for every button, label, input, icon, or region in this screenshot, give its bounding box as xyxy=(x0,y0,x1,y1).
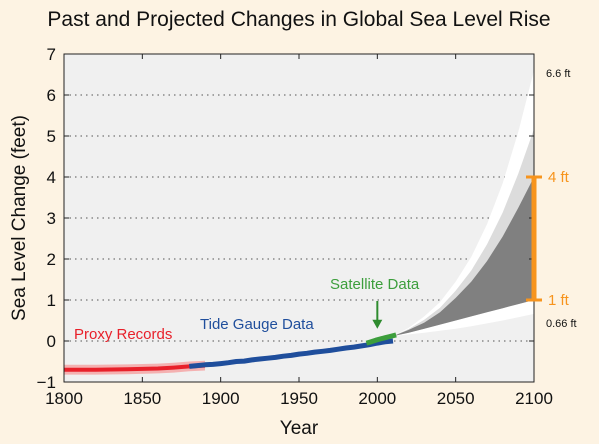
x-tick-label: 1900 xyxy=(202,389,240,408)
satellite-data-line xyxy=(365,332,397,346)
chart-title: Past and Projected Changes in Global Sea… xyxy=(47,8,550,31)
y-tick-label: 6 xyxy=(47,86,56,105)
y-tick-label: 3 xyxy=(47,209,56,228)
y-tick-label: −1 xyxy=(37,373,56,392)
high-projection-label: 6.6 ft xyxy=(546,68,570,80)
proxy-records-label: Proxy Records xyxy=(74,326,172,343)
y-tick-label: 5 xyxy=(47,127,56,146)
tide-gauge-line xyxy=(189,338,394,369)
tide-gauge-label: Tide Gauge Data xyxy=(200,316,314,333)
range-low-label: 1 ft xyxy=(548,292,570,309)
range-high-label: 4 ft xyxy=(548,169,570,186)
x-axis-title: Year xyxy=(280,418,319,439)
projection-inner-band xyxy=(393,177,534,337)
annotations: Proxy Records Tide Gauge Data Satellite Da… xyxy=(74,68,577,343)
x-tick-label: 2000 xyxy=(358,389,396,408)
data-series xyxy=(64,332,397,375)
x-tick-label: 1800 xyxy=(45,389,83,408)
low-projection-label: 0.66 ft xyxy=(546,318,577,330)
x-tick-label: 2100 xyxy=(515,389,553,408)
satellite-data-label: Satellite Data xyxy=(330,276,420,293)
y-tick-label: 0 xyxy=(47,332,56,351)
x-tick-label: 1850 xyxy=(123,389,161,408)
y-tick-label: 7 xyxy=(47,45,56,64)
axis-ticks: −1 0 1 2 3 4 5 6 7 1800 1850 1900 1950 2000 2050 2100 xyxy=(37,45,553,408)
x-tick-label: 1950 xyxy=(280,389,318,408)
x-tick-label: 2050 xyxy=(437,389,475,408)
satellite-arrow-head xyxy=(372,319,383,329)
y-axis-title: Sea Level Change (feet) xyxy=(9,115,30,321)
y-tick-label: 4 xyxy=(47,168,56,187)
y-tick-label: 2 xyxy=(47,250,56,269)
projection-bands xyxy=(393,70,534,337)
y-tick-label: 1 xyxy=(47,291,56,310)
